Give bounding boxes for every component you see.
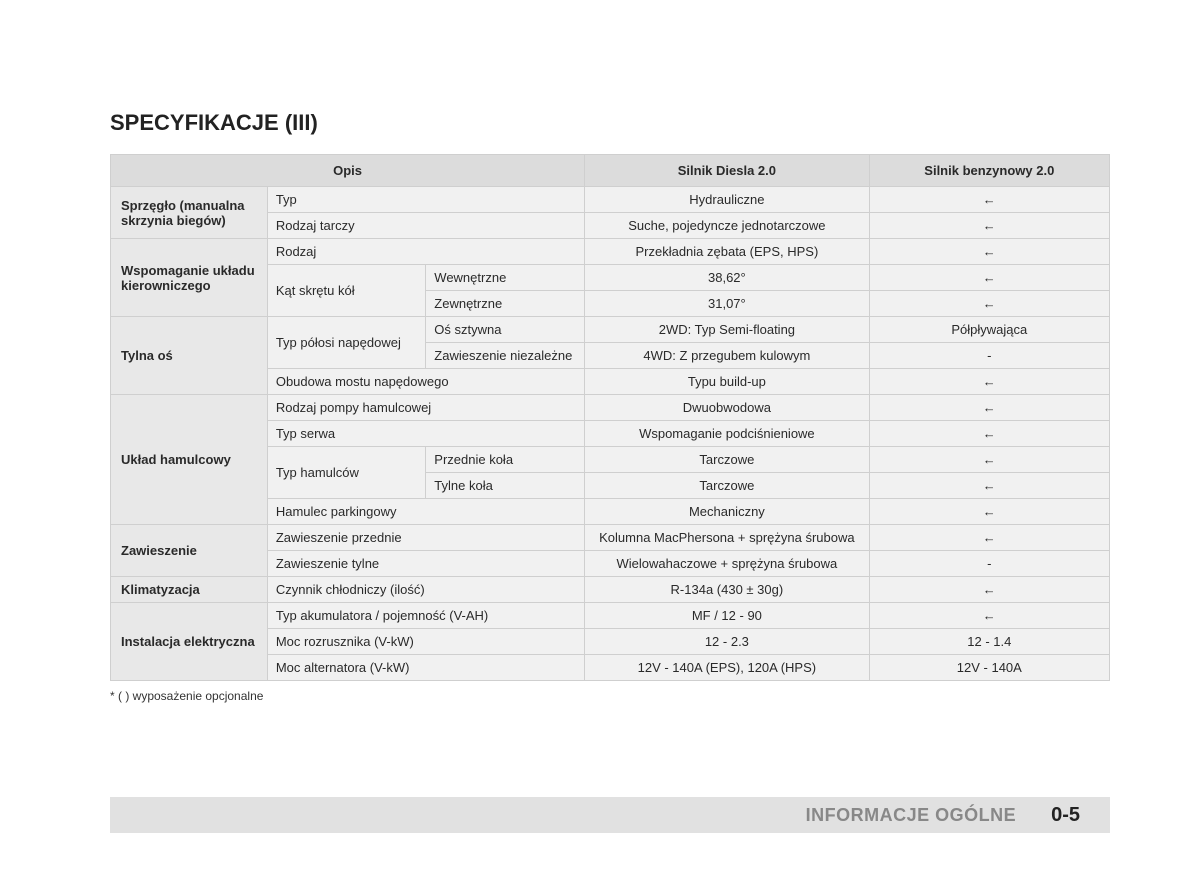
footnote: * ( ) wyposażenie opcjonalne <box>110 689 1110 703</box>
cell: Zawieszenie tylne <box>267 551 584 577</box>
cell: ← <box>869 603 1109 629</box>
cell: Moc alternatora (V-kW) <box>267 655 584 681</box>
cell: Wewnętrzne <box>426 265 585 291</box>
cell: Suche, pojedyncze jednotarczowe <box>585 213 869 239</box>
cell: Wielowahaczowe + sprężyna śrubowa <box>585 551 869 577</box>
table-row: Wspomaganie układu kierowniczego Rodzaj … <box>111 239 1110 265</box>
cell: Mechaniczny <box>585 499 869 525</box>
cell: 31,07° <box>585 291 869 317</box>
cat-suspension: Zawieszenie <box>111 525 268 577</box>
cell: Zewnętrzne <box>426 291 585 317</box>
header-col1: Silnik Diesla 2.0 <box>585 155 869 187</box>
header-col2: Silnik benzynowy 2.0 <box>869 155 1109 187</box>
cell: ← <box>869 291 1109 317</box>
cell: 2WD: Typ Semi-floating <box>585 317 869 343</box>
cell: Przekładnia zębata (EPS, HPS) <box>585 239 869 265</box>
cell: Półpływająca <box>869 317 1109 343</box>
cell: ← <box>869 239 1109 265</box>
cell: Kąt skrętu kół <box>267 265 425 317</box>
cell: ← <box>869 525 1109 551</box>
cell: Obudowa mostu napędowego <box>267 369 584 395</box>
cell: Zawieszenie niezależne <box>426 343 585 369</box>
cell: ← <box>869 499 1109 525</box>
cell: Czynnik chłodniczy (ilość) <box>267 577 584 603</box>
cell: Oś sztywna <box>426 317 585 343</box>
page-title: SPECYFIKACJE (III) <box>110 110 1110 136</box>
cell: Moc rozrusznika (V-kW) <box>267 629 584 655</box>
cell: ← <box>869 213 1109 239</box>
cell: Typ akumulatora / pojemność (V-AH) <box>267 603 584 629</box>
footer-page-number: 0-5 <box>1051 804 1080 827</box>
cell: Rodzaj tarczy <box>267 213 584 239</box>
cell: Zawieszenie przednie <box>267 525 584 551</box>
table-header-row: Opis Silnik Diesla 2.0 Silnik benzynowy … <box>111 155 1110 187</box>
cell: Tarczowe <box>585 447 869 473</box>
cell: ← <box>869 577 1109 603</box>
cat-brakes: Układ hamulcowy <box>111 395 268 525</box>
cell: Rodzaj <box>267 239 584 265</box>
table-row: Instalacja elektryczna Typ akumulatora /… <box>111 603 1110 629</box>
cell: 12 - 1.4 <box>869 629 1109 655</box>
cell: Rodzaj pompy hamulcowej <box>267 395 584 421</box>
cell: 12 - 2.3 <box>585 629 869 655</box>
cell: - <box>869 551 1109 577</box>
cell: ← <box>869 395 1109 421</box>
cell: Dwuobwodowa <box>585 395 869 421</box>
cell: ← <box>869 473 1109 499</box>
cell: 38,62° <box>585 265 869 291</box>
cell: Typ serwa <box>267 421 584 447</box>
cell: Typ <box>267 187 584 213</box>
cell: ← <box>869 421 1109 447</box>
cell: ← <box>869 447 1109 473</box>
cell: 12V - 140A (EPS), 120A (HPS) <box>585 655 869 681</box>
header-desc: Opis <box>111 155 585 187</box>
table-row: Tylna oś Typ półosi napędowej Oś sztywna… <box>111 317 1110 343</box>
table-row: Sprzęgło (manualna skrzynia biegów) Typ … <box>111 187 1110 213</box>
cell: Przednie koła <box>426 447 585 473</box>
cell: ← <box>869 369 1109 395</box>
cell: ← <box>869 265 1109 291</box>
cell: Hydrauliczne <box>585 187 869 213</box>
cell: Wspomaganie podciśnieniowe <box>585 421 869 447</box>
cell: Typ półosi napędowej <box>267 317 425 369</box>
cat-electrical: Instalacja elektryczna <box>111 603 268 681</box>
table-row: Klimatyzacja Czynnik chłodniczy (ilość) … <box>111 577 1110 603</box>
cell: - <box>869 343 1109 369</box>
cell: Tylne koła <box>426 473 585 499</box>
cell: Kolumna MacPhersona + sprężyna śrubowa <box>585 525 869 551</box>
cat-climate: Klimatyzacja <box>111 577 268 603</box>
page-footer: INFORMACJE OGÓLNE 0-5 <box>110 797 1110 833</box>
cell: MF / 12 - 90 <box>585 603 869 629</box>
cell: Hamulec parkingowy <box>267 499 584 525</box>
cell: 12V - 140A <box>869 655 1109 681</box>
table-row: Zawieszenie Zawieszenie przednie Kolumna… <box>111 525 1110 551</box>
cell: ← <box>869 187 1109 213</box>
footer-section-label: INFORMACJE OGÓLNE <box>806 805 1017 826</box>
cell: Typ hamulców <box>267 447 425 499</box>
cell: Typu build-up <box>585 369 869 395</box>
cat-rear-axle: Tylna oś <box>111 317 268 395</box>
cat-clutch: Sprzęgło (manualna skrzynia biegów) <box>111 187 268 239</box>
cell: R-134a (430 ± 30g) <box>585 577 869 603</box>
cell: 4WD: Z przegubem kulowym <box>585 343 869 369</box>
cat-steering: Wspomaganie układu kierowniczego <box>111 239 268 317</box>
cell: Tarczowe <box>585 473 869 499</box>
spec-table: Opis Silnik Diesla 2.0 Silnik benzynowy … <box>110 154 1110 681</box>
table-row: Układ hamulcowy Rodzaj pompy hamulcowej … <box>111 395 1110 421</box>
